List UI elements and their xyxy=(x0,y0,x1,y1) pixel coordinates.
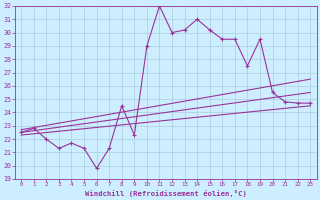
X-axis label: Windchill (Refroidissement éolien,°C): Windchill (Refroidissement éolien,°C) xyxy=(85,190,247,197)
